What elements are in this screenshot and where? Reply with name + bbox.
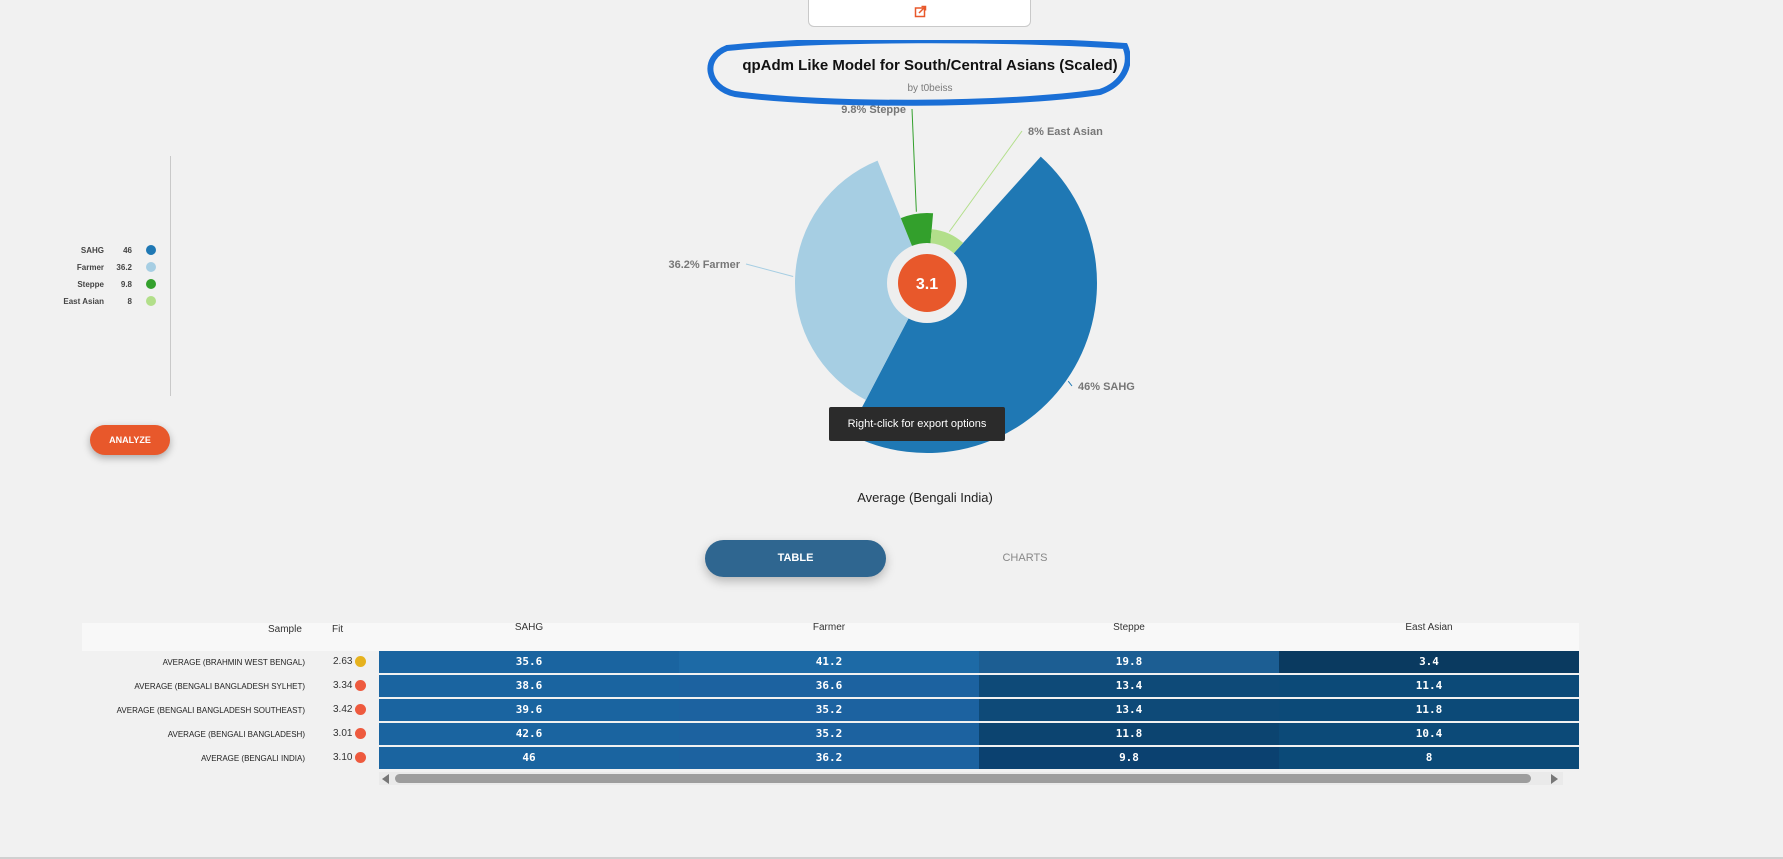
annotation-highlight-oval xyxy=(707,40,1130,106)
table-cell[interactable]: 10.4 xyxy=(1279,723,1579,745)
table-cell[interactable]: 36.6 xyxy=(679,675,979,697)
arrow-right-icon[interactable] xyxy=(1551,774,1558,784)
share-icon[interactable] xyxy=(914,4,928,18)
row-fit-value: 2.63 xyxy=(333,656,353,667)
fit-status-dot xyxy=(355,752,366,763)
table-cell[interactable]: 38.6 xyxy=(379,675,679,697)
slice-data-label: 36.2% Farmer xyxy=(668,259,740,271)
table-cell[interactable]: 9.8 xyxy=(979,747,1279,769)
table-cell[interactable]: 36.2 xyxy=(679,747,979,769)
analyze-button[interactable]: ANALYZE xyxy=(90,425,170,455)
legend-label: East Asian xyxy=(63,297,104,306)
table-cell[interactable]: 35.2 xyxy=(679,723,979,745)
table-cell[interactable]: 35.6 xyxy=(379,651,679,673)
fit-column-header[interactable]: Fit xyxy=(332,624,344,635)
table-cell[interactable]: 39.6 xyxy=(379,699,679,721)
chart-legend: SAHG 46 Farmer 36.2 Steppe 9.8 East Asia… xyxy=(50,242,160,310)
farmer-column-header[interactable]: Farmer xyxy=(812,622,846,633)
legend-item[interactable]: Steppe 9.8 xyxy=(50,276,160,293)
steppe-column-header[interactable]: Steppe xyxy=(1113,622,1145,633)
legend-swatch xyxy=(146,262,156,272)
export-toolbar-box xyxy=(808,0,1031,27)
table-cell[interactable]: 41.2 xyxy=(679,651,979,673)
chart-title: qpAdm Like Model for South/Central Asian… xyxy=(742,57,1118,74)
slice-connector-line xyxy=(911,108,917,212)
row-sample-label: AVERAGE (BENGALI BANGLADESH SYLHET) xyxy=(134,682,305,691)
legend-label: Farmer xyxy=(76,263,104,272)
fit-status-dot xyxy=(355,680,366,691)
legend-label: SAHG xyxy=(80,246,104,255)
table-cell[interactable]: 13.4 xyxy=(979,675,1279,697)
legend-divider xyxy=(170,156,171,396)
slice-connector-line xyxy=(948,130,1023,232)
legend-swatch xyxy=(146,279,156,289)
table-cell[interactable]: 19.8 xyxy=(979,651,1279,673)
legend-value: 9.8 xyxy=(120,280,132,289)
chart-caption: Average (Bengali India) xyxy=(857,490,993,505)
legend-swatch xyxy=(146,296,156,306)
center-fit-badge xyxy=(898,254,956,312)
table-cell[interactable]: 11.8 xyxy=(979,723,1279,745)
tab-table[interactable]: TABLE xyxy=(705,540,886,577)
sahg-column-header[interactable]: SAHG xyxy=(514,622,544,633)
arrow-left-icon[interactable] xyxy=(382,774,389,784)
legend-value: 46 xyxy=(123,246,132,255)
row-fit-value: 3.01 xyxy=(333,728,353,739)
sample-column-header[interactable]: Sample xyxy=(268,624,302,635)
legend-label: Steppe xyxy=(77,280,104,289)
fit-status-dot xyxy=(355,728,366,739)
row-sample-label: AVERAGE (BENGALI BANGLADESH SOUTHEAST) xyxy=(116,706,305,715)
row-fit-value: 3.34 xyxy=(333,680,353,691)
table-cell[interactable]: 42.6 xyxy=(379,723,679,745)
fit-status-dot xyxy=(355,656,366,667)
table-cell[interactable]: 8 xyxy=(1279,747,1579,769)
row-fit-value: 3.10 xyxy=(333,752,353,763)
row-sample-label: AVERAGE (BENGALI BANGLADESH) xyxy=(167,730,305,739)
scrollbar-thumb[interactable] xyxy=(395,774,1531,783)
legend-swatch xyxy=(146,245,156,255)
slice-data-label: 9.8% Steppe xyxy=(841,104,906,116)
table-cell[interactable]: 11.4 xyxy=(1279,675,1579,697)
slice-connector-line xyxy=(1067,380,1073,387)
legend-item[interactable]: East Asian 8 xyxy=(50,293,160,310)
table-header xyxy=(82,623,1579,651)
center-fit-value: 3.1 xyxy=(916,276,938,293)
row-sample-label: AVERAGE (BENGALI INDIA) xyxy=(201,754,305,763)
legend-item[interactable]: Farmer 36.2 xyxy=(50,259,160,276)
table-cell[interactable]: 35.2 xyxy=(679,699,979,721)
legend-value: 36.2 xyxy=(116,263,132,272)
fit-status-dot xyxy=(355,704,366,715)
slice-data-label: 8% East Asian xyxy=(1028,126,1103,138)
chart-subtitle: by t0beiss xyxy=(907,83,953,94)
legend-value: 8 xyxy=(127,297,132,306)
pie-chart[interactable]: 46% SAHG 36.2% Farmer 9.8% Steppe 8% East A… xyxy=(600,95,1240,455)
table-cell[interactable]: 46 xyxy=(379,747,679,769)
slice-connector-line xyxy=(745,263,794,277)
table-cell[interactable]: 3.4 xyxy=(1279,651,1579,673)
export-tooltip: Right-click for export options xyxy=(829,407,1005,441)
row-fit-value: 3.42 xyxy=(333,704,353,715)
pie-slice-sahg[interactable] xyxy=(848,156,1097,453)
table-cell[interactable]: 13.4 xyxy=(979,699,1279,721)
legend-item[interactable]: SAHG 46 xyxy=(50,242,160,259)
east-asian-column-header[interactable]: East Asian xyxy=(1405,622,1453,633)
table-cell[interactable]: 11.8 xyxy=(1279,699,1579,721)
row-sample-label: AVERAGE (BRAHMIN WEST BENGAL) xyxy=(162,658,305,667)
slice-data-label: 46% SAHG xyxy=(1078,381,1135,393)
page-bottom-border xyxy=(0,857,1783,859)
tab-charts[interactable]: CHARTS xyxy=(1002,552,1048,564)
pie-slice-farmer[interactable] xyxy=(795,160,916,400)
